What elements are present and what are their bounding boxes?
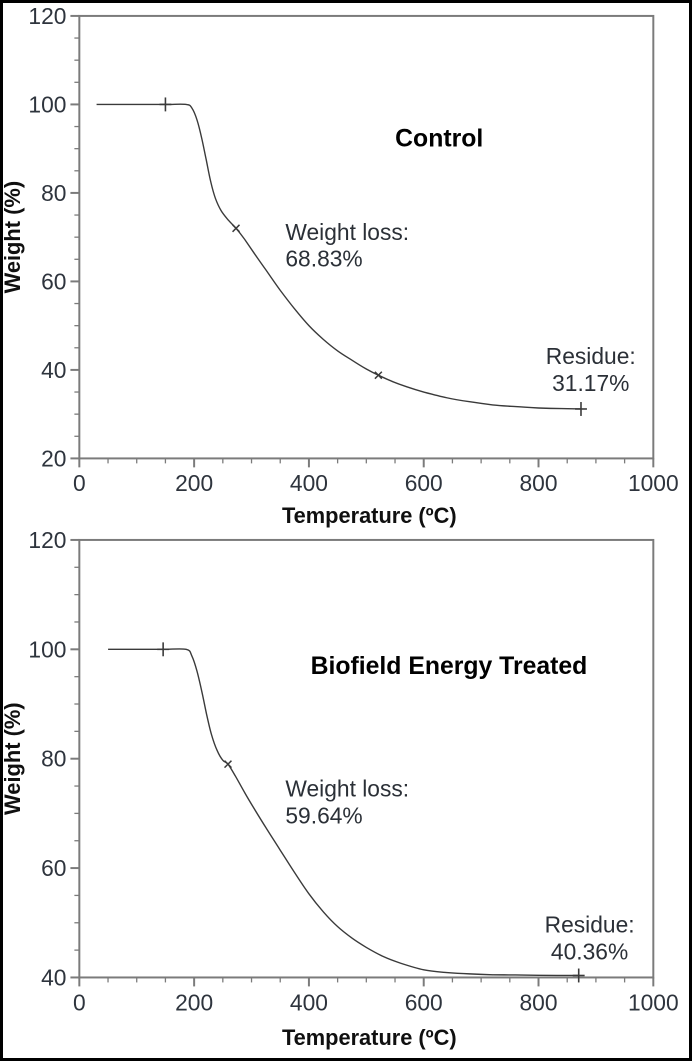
y-tick-label: 80 xyxy=(41,180,66,206)
annotation: Residue: 31.17% xyxy=(546,343,636,396)
x-tick-label: 600 xyxy=(405,989,443,1015)
x-marker xyxy=(232,224,241,233)
x-axis-label: Temperature (ºC) xyxy=(282,503,457,528)
x-tick-label: 600 xyxy=(405,470,443,496)
y-tick-label: 40 xyxy=(41,964,66,990)
annotation: Weight loss: 59.64% xyxy=(285,775,409,828)
x-tick-label: 200 xyxy=(175,470,213,496)
y-axis-label: Weight (%) xyxy=(3,702,25,815)
y-tick-label: 100 xyxy=(28,91,66,117)
x-tick-label: 400 xyxy=(290,989,328,1015)
chart-panel-control: 0 200 400 600 800 1000 20 40 60 80 100 120 Control We… xyxy=(3,3,689,530)
y-tick-label: 20 xyxy=(41,445,66,471)
tga-curve xyxy=(96,103,581,410)
y-tick-label: 40 xyxy=(41,357,66,383)
annotation: Weight loss: 68.83% xyxy=(285,219,409,272)
chart-title: Biofield Energy Treated xyxy=(311,653,588,680)
tga-curve xyxy=(108,648,579,977)
x-tick-label: 1000 xyxy=(628,989,679,1015)
x-tick-label: 800 xyxy=(519,470,557,496)
x-axis-label: Temperature (ºC) xyxy=(282,1025,457,1050)
y-tick-label: 120 xyxy=(28,530,66,553)
y-tick-label: 120 xyxy=(28,3,66,29)
control-chart: 0 200 400 600 800 1000 20 40 60 80 100 120 Control We… xyxy=(3,3,679,528)
x-tick-label: 0 xyxy=(73,989,86,1015)
annotation: Residue: 40.36% xyxy=(545,912,635,965)
y-tick-label: 80 xyxy=(41,746,66,772)
biofield-chart: 0 200 400 600 800 1000 40 60 80 100 120 Biofield En… xyxy=(3,530,679,1050)
x-tick-label: 0 xyxy=(73,470,86,496)
x-tick-label: 800 xyxy=(519,989,557,1015)
x-tick-label: 400 xyxy=(290,470,328,496)
x-tick-label: 1000 xyxy=(628,470,679,496)
y-tick-label: 60 xyxy=(41,855,66,881)
y-tick-label: 60 xyxy=(41,268,66,294)
chart-title: Control xyxy=(395,125,483,152)
x-tick-label: 200 xyxy=(175,989,213,1015)
x-marker xyxy=(374,371,383,380)
x-marker xyxy=(223,760,232,769)
y-tick-label: 100 xyxy=(28,636,66,662)
y-axis-label: Weight (%) xyxy=(3,181,25,294)
chart-panel-biofield: 0 200 400 600 800 1000 40 60 80 100 120 Biofield En… xyxy=(3,530,689,1058)
